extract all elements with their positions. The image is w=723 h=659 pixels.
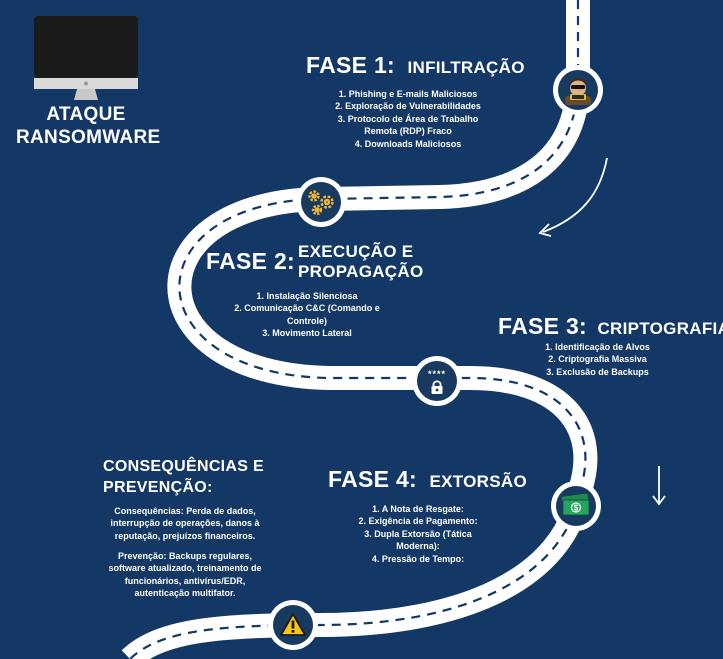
consequences-text: Consequências: Perda de dados, interrupç… (100, 505, 270, 542)
phase1-name: INFILTRAÇÃO (407, 58, 525, 77)
phase3-node: **** (412, 356, 462, 406)
phase1-item: 4. Downloads Maliciosos (354, 138, 462, 149)
consequences-title: CONSEQUÊNCIAS E PREVENÇÃO: (103, 456, 264, 498)
main-title-line1: ATAQUE (46, 104, 126, 125)
phase1-item: 2. Exploração de Vulnerabilidades (335, 101, 481, 112)
phase3-item: 3. Exclusão de Backups (546, 366, 649, 377)
phase2-name-line2: PROPAGAÇÃO (298, 262, 424, 281)
phase3-heading: FASE 3: CRIPTOGRAFIA (498, 313, 723, 340)
warning-node (268, 600, 318, 650)
phase4-node: $ (551, 481, 601, 531)
phase4-list: 1. A Nota de Resgate: 2. Exigência de Pa… (338, 503, 498, 565)
consequences-title-line2: PREVENÇÃO: (103, 479, 213, 496)
phase3-item: 2. Criptografia Massiva (548, 354, 647, 365)
prevention-line: funcionários, antivírus/EDR, (124, 575, 246, 586)
phase2-item: 1. Instalação Silenciosa (256, 291, 358, 301)
phase1-item: 1. Phishing e E-mails Maliciosos (338, 89, 478, 99)
phase1-heading: FASE 1: INFILTRAÇÃO (306, 52, 525, 79)
money-icon: $ (556, 486, 596, 526)
prevention-line: autenticação multifator. (134, 588, 236, 599)
phase2-node (296, 177, 346, 227)
phase1-label: FASE 1: (306, 52, 396, 78)
svg-text:$: $ (574, 504, 579, 513)
phase4-item: Moderna): (396, 541, 440, 552)
phase2-item: 2. Comunicação C&C (Comando e (234, 303, 380, 314)
phase1-node (553, 65, 603, 115)
monitor-icon (34, 16, 138, 107)
phase3-name: CRIPTOGRAFIA (597, 319, 723, 338)
warning-icon (273, 605, 313, 645)
consequences-line: reputação, prejuízos financeiros. (114, 530, 256, 541)
phase2-list: 1. Instalação Silenciosa 2. Comunicação … (212, 290, 402, 340)
password-mask: **** (427, 368, 446, 379)
phase3-list: 1. Identificação de Alvos 2. Criptografi… (515, 341, 680, 378)
phase4-item: 1. A Nota de Resgate: (372, 504, 464, 514)
gears-icon (301, 182, 341, 222)
phase4-item: 2. Exigência de Pagamento: (358, 516, 478, 527)
phase2-item: Controle) (287, 315, 327, 326)
phase4-heading: FASE 4: EXTORSÃO (328, 466, 527, 493)
consequences-title-line1: CONSEQUÊNCIAS E (103, 458, 264, 475)
phase4-item: 3. Dupla Extorsão (Tática (364, 528, 472, 539)
phase4-label: FASE 4: (328, 466, 418, 492)
phase4-item: 4. Pressão de Tempo: (371, 553, 465, 564)
phase1-list: 1. Phishing e E-mails Maliciosos 2. Expl… (308, 88, 508, 150)
phase2-name-line1: EXECUÇÃO E (298, 242, 414, 261)
phase2-name: EXECUÇÃO E PROPAGAÇÃO (298, 242, 423, 282)
phase2-label: FASE 2: (206, 248, 296, 274)
phase4-name: EXTORSÃO (429, 472, 527, 491)
consequences-line: interrupção de operações, danos à (110, 518, 260, 529)
main-title: ATAQUE RANSOMWARE (16, 103, 161, 149)
phase1-item: Remota (RDP) Fraco (364, 126, 452, 137)
phase3-label: FASE 3: (498, 313, 588, 339)
main-title-line2: RANSOMWARE (16, 127, 161, 148)
phase2-item: 3. Movimento Lateral (262, 328, 352, 339)
phase1-item: 3. Protocolo de Área de Trabalho (337, 113, 479, 124)
password-lock-icon: **** (417, 361, 457, 401)
consequences-line: Consequências: Perda de dados, (114, 506, 256, 516)
phase3-item: 1. Identificação de Alvos (545, 342, 650, 352)
prevention-line: Prevenção: Backups regulares, (117, 551, 253, 561)
hacker-icon (558, 70, 598, 110)
prevention-line: software atualizado, treinamento de (108, 563, 262, 574)
prevention-text: Prevenção: Backups regulares, software a… (100, 550, 270, 600)
